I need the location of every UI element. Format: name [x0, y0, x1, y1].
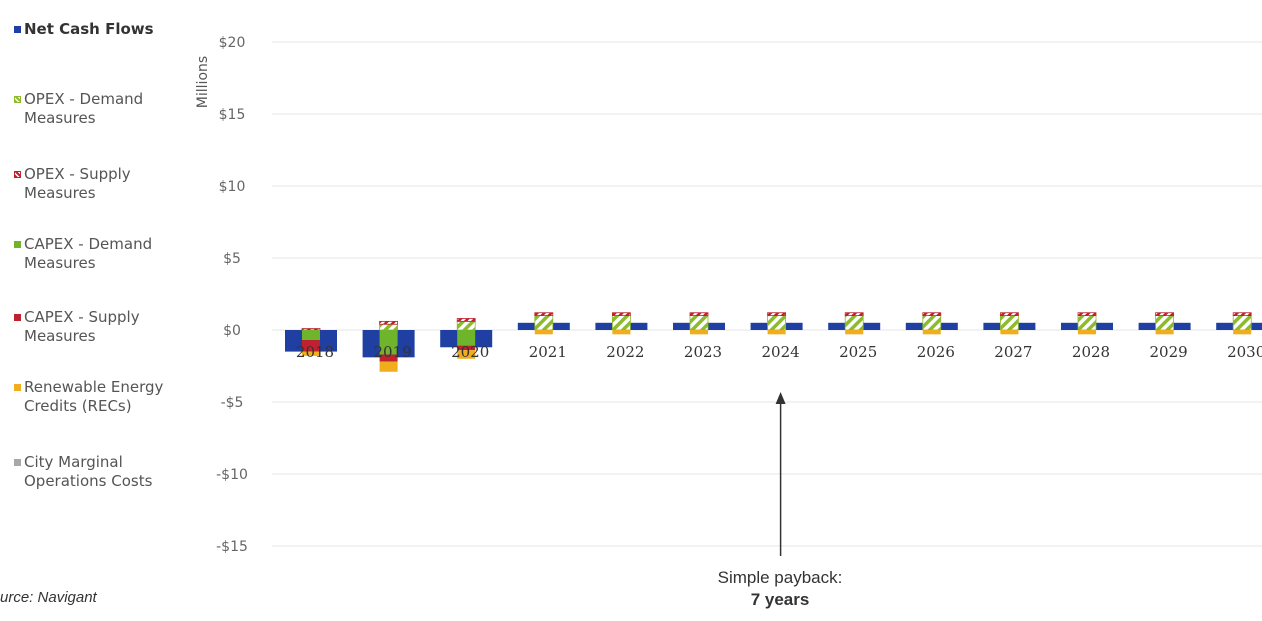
bar-opex-supply-measures	[1077, 312, 1097, 317]
bar-opex-supply-measures	[844, 312, 864, 317]
square-icon	[14, 384, 21, 391]
bar-renewable-energy-credits-recs	[1233, 330, 1252, 335]
square-icon	[14, 26, 21, 33]
bar-renewable-energy-credits-recs	[922, 330, 941, 335]
bar-opex-demand-measures	[844, 315, 864, 331]
x-axis-ticks: 2018 2019 2020 2021 2022 2023 2024 2025 2026 2027…	[296, 343, 1262, 361]
arrow-head-icon	[775, 392, 786, 404]
legend-label: Renewable Energy Credits (RECs)	[24, 378, 164, 415]
bar-renewable-energy-credits-recs	[690, 330, 708, 335]
hatched-square-icon	[14, 171, 21, 178]
bar-opex-demand-measures	[1155, 315, 1174, 331]
y-tick-label: $15	[219, 107, 246, 123]
bar-opex-supply-measures	[379, 320, 399, 325]
y-tick-label: -$10	[216, 467, 248, 483]
bar-opex-supply-measures	[1232, 312, 1252, 317]
bar-capex-demand-measures	[457, 330, 476, 346]
legend-item: CAPEX - Supply Measures	[12, 308, 197, 346]
legend-item: OPEX - Demand Measures	[12, 90, 197, 128]
bar-renewable-energy-credits-recs	[612, 330, 631, 335]
x-tick-label: 2023	[684, 343, 722, 361]
x-tick-label: 2019	[374, 343, 412, 361]
bar-renewable-energy-credits-recs	[767, 330, 786, 335]
legend-label: CAPEX - Supply Measures	[24, 308, 140, 345]
square-icon	[14, 241, 21, 248]
bar-opex-demand-measures	[379, 323, 399, 331]
bar-opex-demand-measures	[1077, 315, 1097, 331]
legend-label: OPEX - Supply Measures	[24, 165, 131, 202]
bar-opex-demand-measures	[1000, 315, 1019, 331]
bar-renewable-energy-credits-recs	[302, 351, 320, 356]
x-tick-label: 2030	[1227, 343, 1262, 361]
x-tick-label: 2028	[1072, 343, 1110, 361]
legend-label: Net Cash Flows	[24, 20, 154, 38]
x-tick-label: 2022	[606, 343, 644, 361]
legend-item: City Marginal Operations Costs	[12, 453, 197, 491]
y-axis-label: Millions	[195, 55, 211, 109]
legend-label: City Marginal Operations Costs	[24, 453, 153, 490]
payback-arrow	[775, 392, 786, 556]
payback-annotation-line2: 7 years	[750, 590, 810, 609]
bar-opex-supply-measures	[689, 312, 709, 317]
y-tick-label: $0	[223, 323, 241, 339]
legend-item: Renewable Energy Credits (RECs)	[12, 378, 197, 416]
gridlines	[272, 41, 1262, 547]
bar-opex-supply-measures	[1000, 312, 1019, 317]
bar-renewable-energy-credits-recs	[1078, 330, 1096, 335]
x-tick-label: 2026	[917, 343, 955, 361]
bar-opex-supply-measures	[1155, 312, 1174, 317]
bar-renewable-energy-credits-recs	[379, 361, 398, 372]
bar-renewable-energy-credits-recs	[457, 350, 476, 359]
bar-renewable-energy-credits-recs	[845, 330, 864, 335]
bar-opex-supply-measures	[922, 312, 942, 317]
y-tick-label: -$15	[216, 539, 248, 555]
bar-opex-supply-measures	[456, 318, 476, 322]
x-tick-label: 2024	[762, 343, 800, 361]
bar-capex-demand-measures	[302, 330, 320, 341]
square-icon	[14, 314, 21, 321]
x-tick-label: 2020	[451, 343, 489, 361]
bar-opex-demand-measures	[922, 315, 942, 331]
bar-renewable-energy-credits-recs	[1000, 330, 1019, 335]
x-tick-label: 2025	[839, 343, 877, 361]
square-icon	[14, 459, 21, 466]
bar-opex-demand-measures	[689, 315, 709, 331]
x-tick-label: 2029	[1150, 343, 1188, 361]
y-tick-label: $10	[219, 179, 246, 195]
bar-renewable-energy-credits-recs	[1155, 330, 1174, 335]
source-note: urce: Navigant	[0, 589, 97, 606]
bars	[285, 312, 1262, 372]
x-tick-label: 2018	[296, 343, 334, 361]
bar-renewable-energy-credits-recs	[534, 330, 553, 335]
payback-annotation-line1: Simple payback:	[717, 568, 843, 587]
legend-item: OPEX - Supply Measures	[12, 165, 197, 203]
legend-label: CAPEX - Demand Measures	[24, 235, 153, 272]
legend-item: CAPEX - Demand Measures	[12, 235, 197, 273]
x-tick-label: 2027	[994, 343, 1032, 361]
bar-capex-supply-measures	[379, 354, 398, 362]
legend-label: OPEX - Demand Measures	[24, 90, 144, 127]
bar-opex-supply-measures	[767, 312, 786, 317]
bar-capex-supply-measures	[302, 340, 320, 352]
y-tick-label: $20	[219, 35, 246, 51]
payback-annotation: Simple payback: 7 years	[660, 567, 900, 611]
y-axis-ticks: -$15 -$10 -$5 $0 $5 $10 $15 $20	[216, 35, 248, 555]
bar-opex-supply-measures	[301, 328, 321, 331]
bar-opex-demand-measures	[534, 315, 554, 331]
bar-opex-demand-measures	[1232, 315, 1252, 331]
y-tick-label: -$5	[221, 395, 244, 411]
bar-capex-supply-measures	[457, 345, 476, 351]
bar-opex-demand-measures	[767, 315, 786, 331]
hatched-square-icon	[14, 96, 21, 103]
bar-opex-demand-measures	[456, 320, 476, 331]
legend-item: Net Cash Flows	[12, 20, 197, 39]
bar-opex-supply-measures	[612, 312, 631, 317]
bar-opex-demand-measures	[612, 315, 631, 331]
bar-capex-demand-measures	[379, 330, 398, 355]
y-tick-label: $5	[223, 251, 241, 267]
bar-opex-supply-measures	[534, 312, 554, 317]
x-tick-label: 2021	[529, 343, 567, 361]
